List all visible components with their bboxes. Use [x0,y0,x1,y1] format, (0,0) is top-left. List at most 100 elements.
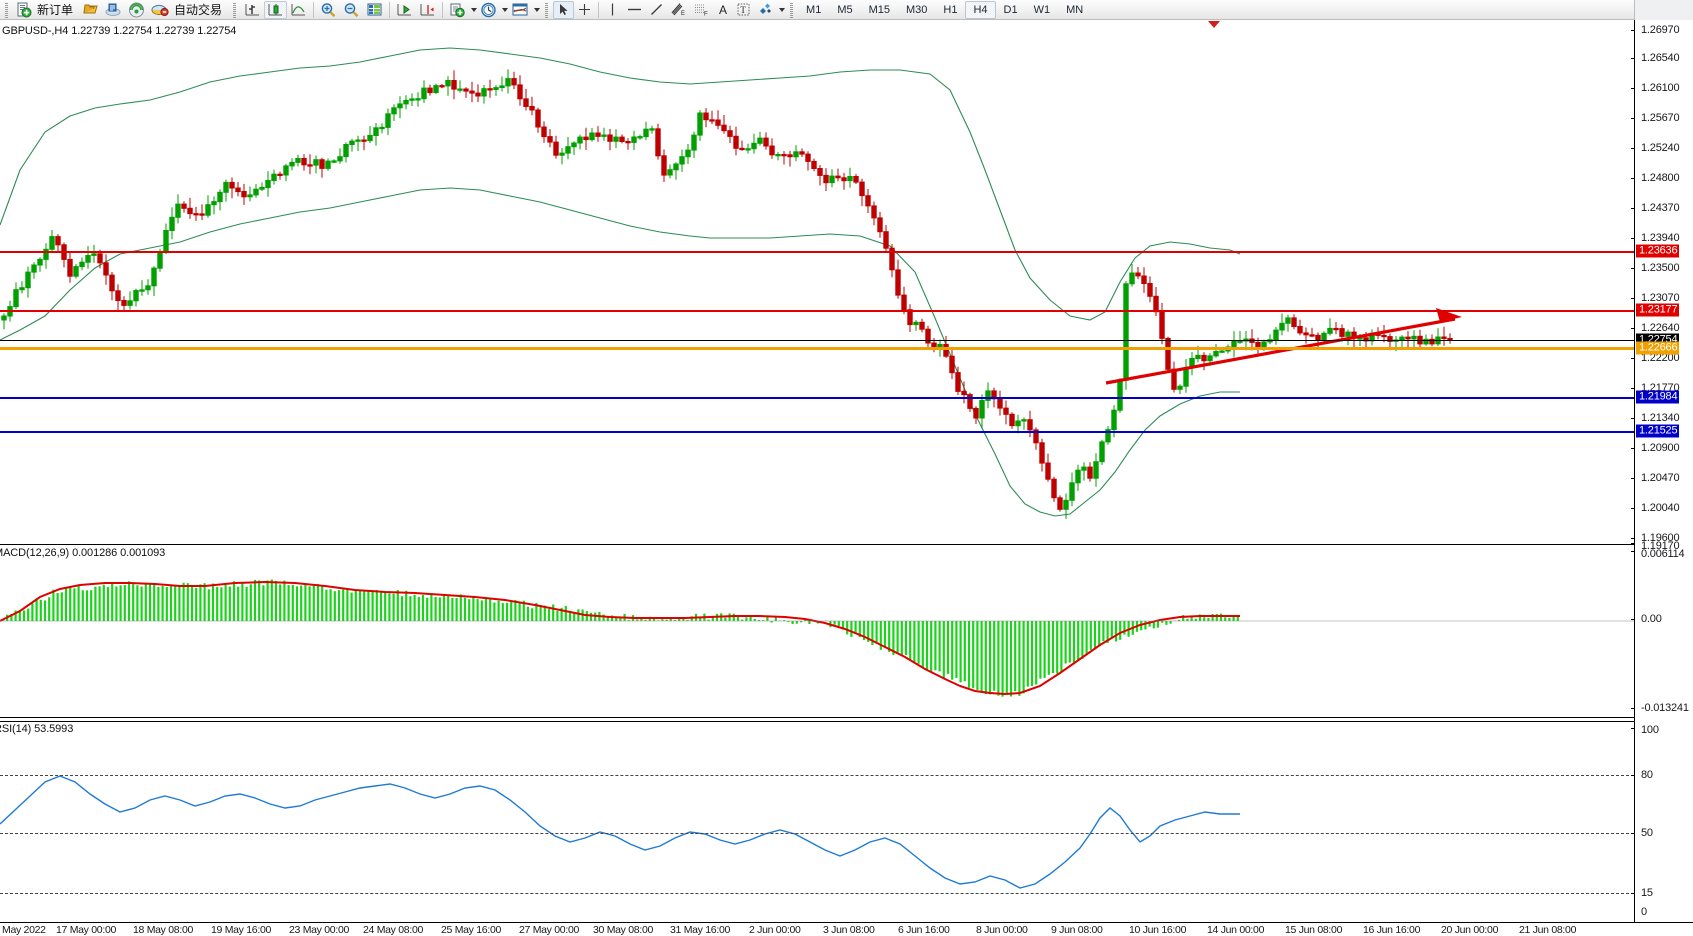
timeframe-m1[interactable]: M1 [806,3,822,16]
time-label-20: 20 Jun 00:00 [1441,924,1499,936]
toolbar-separator-4 [598,1,600,18]
rsi-level-50 [0,833,1634,834]
time-label-21: 21 Jun 08:00 [1519,924,1577,936]
time-label-3: 18 May 08:00 [133,924,194,936]
indicators-icon[interactable] [446,1,469,19]
chevron-down-icon-4[interactable] [779,7,786,12]
chevron-down-icon-3[interactable] [534,7,541,12]
chevron-down-icon[interactable] [471,7,478,12]
timeframe-h1[interactable]: H1 [943,3,958,16]
time-label-16: 10 Jun 16:00 [1129,924,1187,936]
time-label-2: 17 May 00:00 [56,924,117,936]
chart-symbol-header: GBPUSD-,H4 1.22739 1.22754 1.22739 1.227… [2,25,237,37]
time-label-4: 19 May 16:00 [211,924,272,936]
price-badge-resistance-1[interactable]: 1.23636 [1636,244,1680,258]
toolbar-corner [1634,0,1693,20]
timeframe-h4[interactable]: H4 [965,0,996,19]
candlestick-chart-icon[interactable] [264,0,288,19]
price-line-support-orange[interactable] [0,347,1634,350]
price-line-resistance-1[interactable] [0,251,1634,253]
time-axis[interactable]: May 2022 17 May 00:00 18 May 08:00 19 Ma… [0,922,1693,936]
fibonacci-icon[interactable]: F [690,1,713,19]
trendline-icon[interactable] [646,1,667,19]
price-line-support-blue-1[interactable] [0,397,1634,399]
price-badge-support-blue-2[interactable]: 1.21525 [1636,424,1680,438]
data-window-icon[interactable] [363,1,386,19]
time-label-8: 27 May 00:00 [519,924,580,936]
bar-chart-icon[interactable] [241,1,264,19]
time-label-17: 14 Jun 00:00 [1207,924,1265,936]
price-tick-11: 1.22640 [1641,322,1680,334]
auto-trading-label[interactable]: 自动交易 [174,2,223,17]
timeframe-m15[interactable]: M15 [868,3,890,16]
time-label-6: 24 May 08:00 [363,924,424,936]
price-tick-2: 1.26540 [1641,52,1680,64]
time-label-10: 31 May 16:00 [670,924,731,936]
timeframe-m30[interactable]: M30 [906,3,928,16]
price-badge-support-blue-1[interactable]: 1.21984 [1636,390,1680,404]
auto-trading-icon[interactable] [148,1,172,19]
signal-icon[interactable] [125,1,148,19]
price-axis[interactable]: 1.26970 1.26540 1.26100 1.25670 1.25240 … [1631,20,1693,922]
objects-icon[interactable] [754,1,777,19]
time-label-7: 25 May 16:00 [441,924,502,936]
pane-separator-price-macd [0,544,1693,545]
toolbar-grip-2[interactable] [231,1,239,18]
timeframe-d1[interactable]: D1 [1003,3,1018,16]
new-order-label[interactable]: 新订单 [37,2,74,17]
price-tick-9: 1.23500 [1641,262,1680,274]
new-order-icon[interactable] [13,1,35,19]
rsi-header: RSI(14) 53.5993 [0,723,74,735]
price-tick-16: 1.20470 [1641,472,1680,484]
zoom-in-icon[interactable] [317,1,340,19]
publish-icon[interactable] [102,1,125,19]
price-tick-7: 1.24370 [1641,202,1680,214]
text-icon[interactable]: A [719,2,728,17]
zoom-out-icon[interactable] [340,1,363,19]
time-label-13: 6 Jun 16:00 [898,924,950,936]
rsi-tick-80: 80 [1641,769,1653,781]
price-tick-6: 1.24800 [1641,172,1680,184]
chevron-down-icon-2[interactable] [502,7,509,12]
macd-pane-canvas [0,579,1634,697]
hline-icon[interactable] [623,1,646,19]
line-chart-icon[interactable] [287,1,310,19]
price-tick-15: 1.20900 [1641,442,1680,454]
macd-tick-zero: 0.00 [1641,613,1662,625]
label-icon[interactable]: T [733,1,754,19]
toolbar-grip-3[interactable] [543,1,551,18]
price-line-support-blue-2[interactable] [0,431,1634,433]
rsi-level-15 [0,893,1634,894]
price-tick-12: 1.22200 [1641,352,1680,364]
toolbar-grip[interactable] [3,1,10,18]
period-icon[interactable] [477,1,500,19]
price-badge-resistance-2[interactable]: 1.23177 [1636,303,1680,317]
time-label-12: 3 Jun 08:00 [823,924,875,936]
price-tick-10: 1.23070 [1641,292,1680,304]
macd-tick-max: 0.006114 [1641,548,1685,560]
timeframe-mn[interactable]: MN [1066,3,1084,16]
cursor-icon[interactable] [553,0,575,19]
toolbar-grip-4[interactable] [788,1,796,18]
shift-chart-icon[interactable] [393,1,416,19]
equidistant-channel-icon[interactable]: E [667,1,690,19]
timeframe-w1[interactable]: W1 [1033,3,1051,16]
vline-icon[interactable] [602,1,623,19]
crosshair-icon[interactable] [574,1,595,19]
price-tick-5: 1.25240 [1641,142,1680,154]
price-tick-14: 1.21340 [1641,412,1680,424]
time-label-5: 23 May 00:00 [289,924,350,936]
main-toolbar: 新订单 自动交易 [0,0,1693,20]
chart-workspace[interactable]: GBPUSD-,H4 1.22739 1.22754 1.22739 1.227… [0,20,1693,936]
price-tick-8: 1.23940 [1641,232,1680,244]
time-label-14: 8 Jun 00:00 [976,924,1028,936]
auto-scroll-icon[interactable] [416,1,439,19]
templates-icon[interactable] [508,1,532,19]
rsi-tick-0: 0 [1641,906,1647,918]
folder-icon[interactable] [79,1,102,19]
time-label-9: 30 May 08:00 [593,924,654,936]
timeframe-m5[interactable]: M5 [837,3,853,16]
price-badge-support-orange[interactable]: 1.22666 [1636,341,1680,355]
chart-plot-area[interactable] [0,20,1634,936]
price-line-resistance-2[interactable] [0,310,1634,312]
